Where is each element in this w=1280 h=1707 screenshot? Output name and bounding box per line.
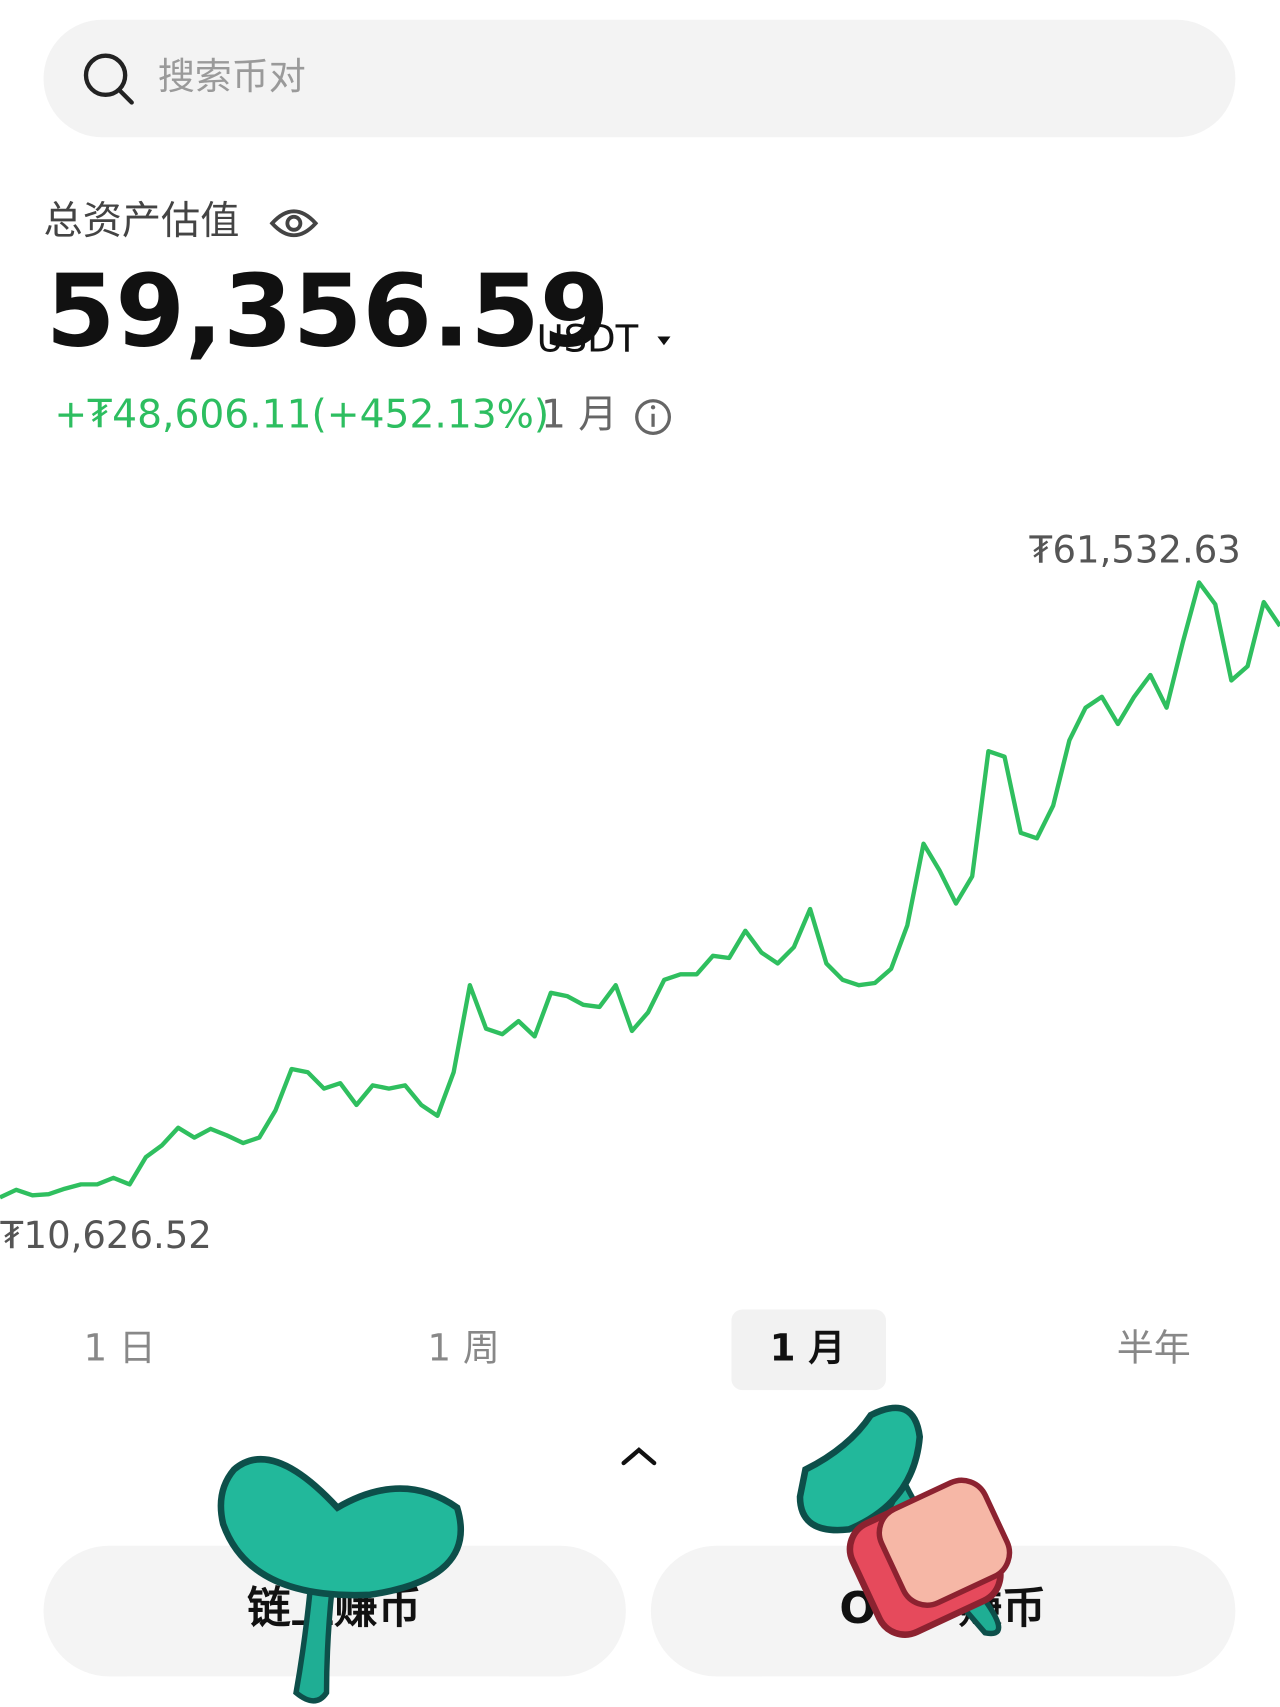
eye-pupil	[285, 214, 303, 232]
button-bg[interactable]	[43, 1545, 626, 1677]
search-icon	[83, 53, 128, 98]
hammer-face	[876, 1477, 1013, 1608]
period-tab[interactable]: 1 日	[84, 1326, 156, 1369]
eye-outline	[269, 209, 319, 238]
balance-change: +₮48,606.11(+452.13%)	[54, 393, 549, 438]
sprout-stem	[293, 1586, 335, 1704]
sticker-hammer	[796, 1404, 1013, 1638]
info-dot	[650, 405, 656, 410]
max-label: ₮61,532.63	[1029, 529, 1241, 572]
balance-amount: 59,356.59	[46, 252, 610, 369]
sprout-leaf	[217, 1456, 465, 1599]
balance-label: 总资产估值	[44, 199, 240, 244]
search-bar[interactable]: 搜索币对	[43, 19, 1236, 138]
search-icon-handle	[117, 88, 134, 105]
currency-dropdown[interactable]	[657, 336, 671, 346]
change-period: 1 月	[541, 393, 618, 438]
search-placeholder: 搜索币对	[158, 55, 306, 98]
search-field[interactable]	[43, 19, 1236, 138]
eye-icon[interactable]	[269, 209, 319, 238]
period-tab[interactable]: 半年	[1117, 1326, 1191, 1369]
min-label: ₮10,626.52	[0, 1214, 212, 1257]
period-tab[interactable]: 1 周	[428, 1326, 500, 1369]
expand-chevron[interactable]	[621, 1447, 657, 1466]
active-tab-bg	[731, 1309, 886, 1391]
price-line	[0, 580, 1280, 1200]
info-circle	[635, 399, 672, 435]
period-tab[interactable]: 1 月	[770, 1326, 846, 1369]
info-icon[interactable]	[635, 399, 672, 435]
tabs: 1 日 1 周 1 月 半年	[84, 1326, 1191, 1369]
balance-currency[interactable]: USDT	[537, 317, 639, 360]
chart: ₮61,532.63 ₮10,626.52	[0, 529, 1280, 1257]
sticker-sprout	[217, 1456, 465, 1704]
hammer-leaf	[796, 1404, 924, 1534]
